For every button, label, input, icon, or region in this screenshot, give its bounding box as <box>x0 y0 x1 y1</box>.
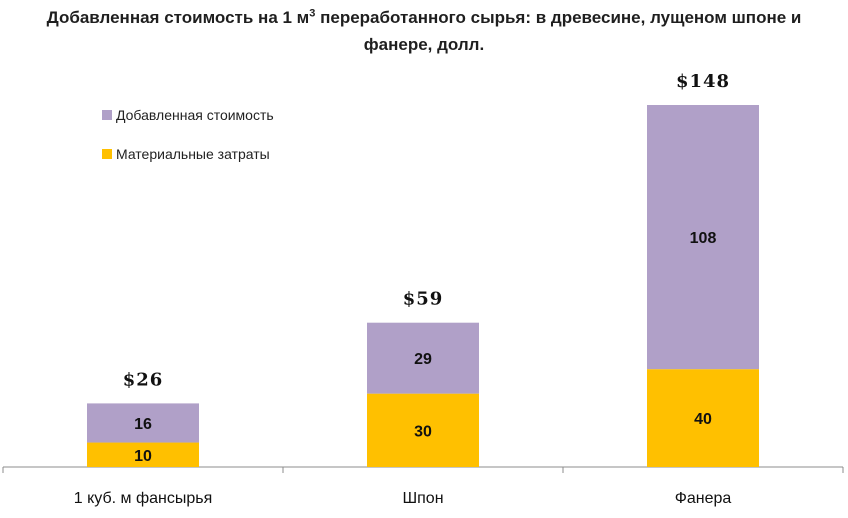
total-label-1: $59 <box>403 289 444 310</box>
legend-label-material: Материальные затраты <box>116 146 270 162</box>
bar-material-2 <box>647 369 759 467</box>
x-tick-label-0: 1 куб. м фансырья <box>74 490 213 507</box>
x-tick-label-1: Шпон <box>402 490 443 507</box>
data-label-material-0: 10 <box>134 448 152 465</box>
x-tick-label-2: Фанера <box>675 490 732 507</box>
data-label-material-2: 40 <box>694 411 712 428</box>
legend-label-added: Добавленная стоимость <box>116 107 274 123</box>
total-label-0: $26 <box>123 369 164 390</box>
bar-material-0 <box>87 442 199 467</box>
total-label-2: $148 <box>676 71 730 92</box>
data-label-added-2: 108 <box>690 230 717 247</box>
legend-swatch-material <box>102 149 112 159</box>
bar-added-1 <box>367 322 479 394</box>
chart-title: Добавленная стоимость на 1 м3 переработа… <box>0 4 848 58</box>
legend-swatch-added <box>102 110 112 120</box>
title-line2: фанере, долл. <box>363 35 485 54</box>
data-label-added-1: 29 <box>414 351 432 368</box>
title-line1-post: переработанного сырья: в древесине, луще… <box>315 8 802 27</box>
title-superscript: 3 <box>309 7 316 20</box>
title-line1-pre: Добавленная стоимость на 1 м <box>46 8 310 27</box>
bar-added-2 <box>647 105 759 370</box>
bar-added-0 <box>87 403 199 443</box>
data-label-material-1: 30 <box>414 423 432 440</box>
data-label-added-0: 16 <box>134 416 152 433</box>
bar-material-1 <box>367 393 479 467</box>
